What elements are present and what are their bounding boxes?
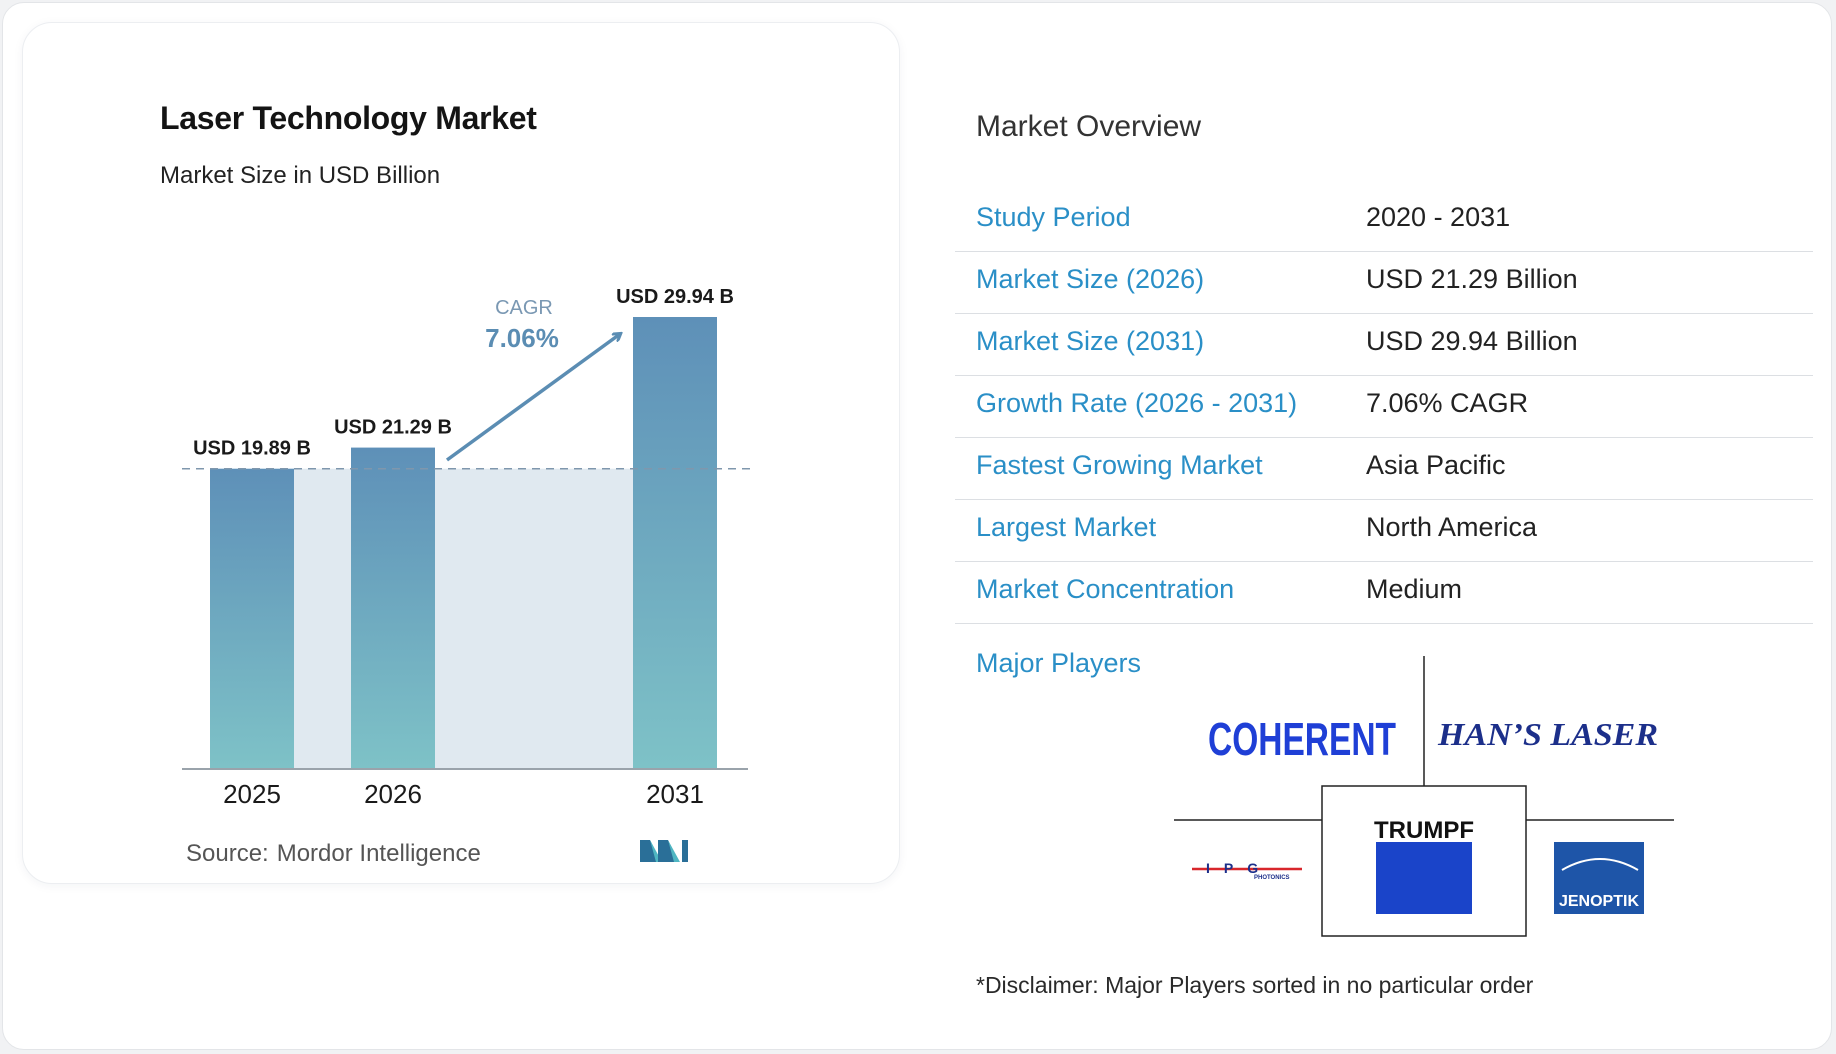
overview-label: Market Size (2026) (976, 264, 1205, 294)
overview-label: Market Concentration (976, 574, 1235, 604)
ipg-logo-subtext: PHOTONICS (1254, 875, 1290, 881)
overview-row-market-size-2026: Market Size (2026) USD 21.29 Billion (955, 252, 1813, 314)
value-label-2025: USD 19.89 B (193, 438, 311, 460)
coherent-logo-text: COHERENT (1208, 713, 1396, 765)
overview-row-concentration: Market Concentration Medium (955, 562, 1813, 624)
overview-label: Study Period (976, 202, 1131, 232)
source-name: Mordor Intelligence (276, 840, 481, 867)
value-label-2031: USD 29.94 B (616, 286, 734, 308)
logo-grid-lines (1174, 656, 1674, 937)
overview-value: 7.06% CAGR (1366, 388, 1529, 418)
coherent-logo: COHERENT (1208, 713, 1396, 765)
cagr-arrow (445, 334, 620, 462)
trumpf-logo: TRUMPF (1374, 817, 1474, 914)
chart-title: Laser Technology Market (160, 100, 537, 136)
source-note: Source: Mordor Intelligence (186, 840, 481, 868)
overview-label: Market Size (2031) (976, 326, 1205, 356)
overview-label: Growth Rate (2026 - 2031) (976, 388, 1298, 418)
overview-value: 2020 - 2031 (1366, 202, 1511, 232)
hans-laser-logo: HAN’S LASER (1437, 716, 1658, 752)
mordor-logo-icon (640, 840, 688, 862)
chart-subtitle: Market Size in USD Billion (160, 162, 441, 189)
overview-value: Asia Pacific (1366, 450, 1506, 480)
cagr-value: 7.06% (485, 323, 559, 353)
overview-value: North America (1366, 512, 1538, 542)
disclaimer-note: *Disclaimer: Major Players sorted in no … (976, 972, 1534, 998)
value-label-2026: USD 21.29 B (334, 417, 452, 439)
major-players-title: Major Players (976, 648, 1142, 678)
tick-label-2025: 2025 (223, 779, 281, 809)
overview-row-market-size-2031: Market Size (2031) USD 29.94 Billion (955, 314, 1813, 376)
overview-value: Medium (1366, 574, 1463, 604)
overview-title: Market Overview (976, 110, 1202, 143)
baseline-band (210, 468, 717, 769)
bar-2031 (633, 317, 717, 769)
tick-label-2031: 2031 (646, 779, 704, 809)
overview-value: USD 29.94 Billion (1366, 326, 1578, 356)
ipg-logo-text: IPG (1206, 860, 1272, 876)
bar-2026 (351, 447, 435, 769)
trumpf-logo-text: TRUMPF (1374, 817, 1474, 844)
overview-row-growth-rate: Growth Rate (2026 - 2031) 7.06% CAGR (955, 376, 1813, 438)
ipg-photonics-logo: IPG PHOTONICS (1192, 860, 1302, 881)
bar-2025 (210, 468, 294, 769)
jenoptik-logo: JENOPTIK (1554, 842, 1644, 914)
cagr-label: CAGR (495, 297, 553, 319)
hans-laser-logo-text: HAN’S LASER (1437, 716, 1658, 752)
overview-row-largest-market: Largest Market North America (955, 500, 1813, 562)
bar-chart: CAGR 7.06% USD 19.89 B USD 21.29 B USD 29.… (182, 286, 752, 862)
source-label: Source: (186, 840, 269, 867)
overview-label: Largest Market (976, 512, 1157, 542)
overview-label: Fastest Growing Market (976, 450, 1263, 480)
overview-value: USD 21.29 Billion (1366, 264, 1578, 294)
overview-row-study-period: Study Period 2020 - 2031 (955, 190, 1813, 252)
overview-row-fastest-growing: Fastest Growing Market Asia Pacific (955, 438, 1813, 500)
tick-label-2026: 2026 (364, 779, 422, 809)
jenoptik-logo-text: JENOPTIK (1559, 893, 1639, 910)
